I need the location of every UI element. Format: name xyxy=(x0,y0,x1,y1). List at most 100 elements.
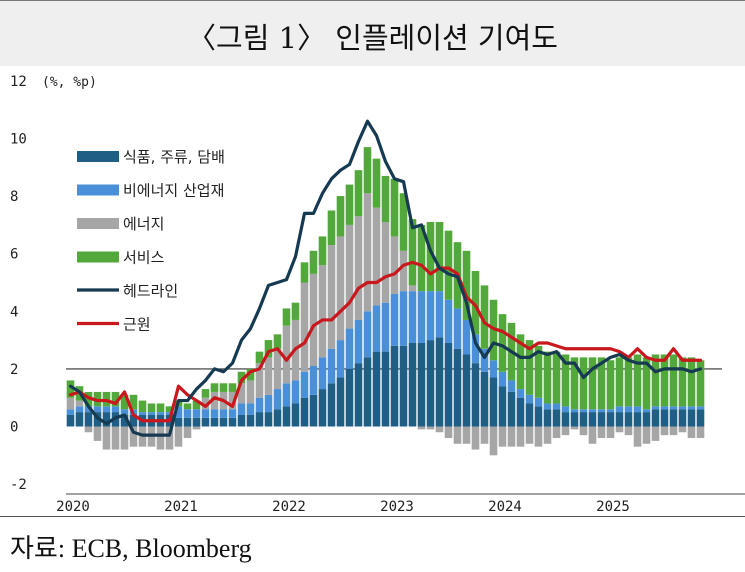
bar-energy xyxy=(84,426,93,433)
bar-energy xyxy=(588,426,597,444)
bar-food xyxy=(570,412,579,427)
bar-services xyxy=(237,371,246,384)
bar-core-goods xyxy=(84,406,93,413)
bar-energy xyxy=(561,426,570,436)
bar-services xyxy=(318,236,327,266)
bar-services xyxy=(579,357,588,410)
legend-label-core-goods: 비에너지 산업재 xyxy=(123,182,224,200)
bar-energy xyxy=(525,426,534,444)
bar-core-goods xyxy=(381,302,390,352)
bar-energy xyxy=(471,426,480,450)
bar-energy xyxy=(570,426,579,430)
bar-food xyxy=(534,406,543,427)
bar-core-goods xyxy=(354,319,363,364)
bar-core-goods xyxy=(138,412,147,415)
bar-services xyxy=(354,170,363,217)
bar-energy xyxy=(462,426,471,444)
bar-services xyxy=(444,230,453,300)
bar-food xyxy=(102,412,111,427)
bar-food xyxy=(309,394,318,427)
legend-swatch-food xyxy=(77,151,119,162)
bar-core-goods xyxy=(624,406,633,413)
bar-food xyxy=(345,368,354,427)
bar-food xyxy=(606,412,615,427)
bar-core-goods xyxy=(534,397,543,407)
bar-core-goods xyxy=(642,409,651,413)
bar-core-goods xyxy=(264,394,273,413)
bar-services xyxy=(660,354,669,407)
bar-food xyxy=(381,351,390,427)
bar-energy xyxy=(660,426,669,436)
bar-core-goods xyxy=(156,412,165,415)
bar-core-goods xyxy=(678,406,687,410)
source-note: 자료: ECB, Bloomberg xyxy=(10,534,252,563)
bar-services xyxy=(426,222,435,292)
bar-core-goods xyxy=(543,403,552,410)
bar-food xyxy=(273,409,282,427)
bar-food xyxy=(201,417,210,427)
bar-food xyxy=(363,357,372,427)
bar-core-goods xyxy=(525,394,534,404)
bar-energy xyxy=(174,426,183,447)
bar-energy xyxy=(372,207,381,306)
bar-services xyxy=(534,345,543,398)
bar-services xyxy=(678,357,687,407)
bar-services xyxy=(264,340,273,358)
bar-food xyxy=(129,414,138,427)
bar-food xyxy=(462,354,471,427)
y-tick-label: 2 xyxy=(10,362,18,378)
bar-core-goods xyxy=(237,403,246,415)
x-tick-label: 2022 xyxy=(272,499,306,515)
bar-energy xyxy=(480,426,489,444)
bar-energy xyxy=(453,426,462,444)
bar-services xyxy=(246,368,255,381)
bar-food xyxy=(318,389,327,427)
bar-energy xyxy=(354,216,363,320)
bar-core-goods xyxy=(282,383,291,407)
bar-energy xyxy=(309,273,318,367)
bar-food xyxy=(426,340,435,427)
bar-energy xyxy=(111,426,120,450)
bar-core-goods xyxy=(66,409,75,415)
bar-services xyxy=(462,250,471,320)
bar-energy xyxy=(327,245,336,349)
bar-food xyxy=(480,371,489,427)
bar-core-goods xyxy=(453,308,462,349)
bar-energy xyxy=(282,325,291,384)
bar-energy xyxy=(444,426,453,439)
bar-food xyxy=(561,412,570,427)
bar-services xyxy=(336,196,345,237)
bar-core-goods xyxy=(174,406,183,418)
bar-energy xyxy=(687,426,696,439)
bar-food xyxy=(408,342,417,427)
bar-energy xyxy=(552,426,561,439)
bar-energy xyxy=(93,426,102,441)
y-unit-label: (%, %p) xyxy=(42,75,97,90)
bar-energy xyxy=(651,426,660,441)
y-tick-label: 0 xyxy=(10,420,18,436)
bar-food xyxy=(192,417,201,427)
line-series xyxy=(68,119,703,437)
bar-core-goods xyxy=(408,291,417,343)
bar-core-goods xyxy=(192,409,201,418)
bar-energy xyxy=(201,397,210,410)
bar-food xyxy=(390,345,399,427)
bar-energy xyxy=(237,383,246,404)
bar-food xyxy=(174,417,183,427)
bar-core-goods xyxy=(426,291,435,341)
bar-energy xyxy=(597,426,606,439)
bar-energy xyxy=(516,426,525,447)
legend-label-services: 서비스 xyxy=(123,249,165,267)
bar-core-goods xyxy=(93,406,102,413)
bar-services xyxy=(651,354,660,407)
bar-energy xyxy=(642,426,651,444)
bar-core-goods xyxy=(273,389,282,410)
bar-energy xyxy=(345,224,354,329)
y-tick-label: 12 xyxy=(10,74,27,90)
bar-food xyxy=(579,412,588,427)
bar-food xyxy=(372,351,381,427)
bar-energy xyxy=(210,391,219,410)
bar-food xyxy=(291,403,300,427)
bar-services xyxy=(498,314,507,372)
bar-food xyxy=(300,397,309,427)
